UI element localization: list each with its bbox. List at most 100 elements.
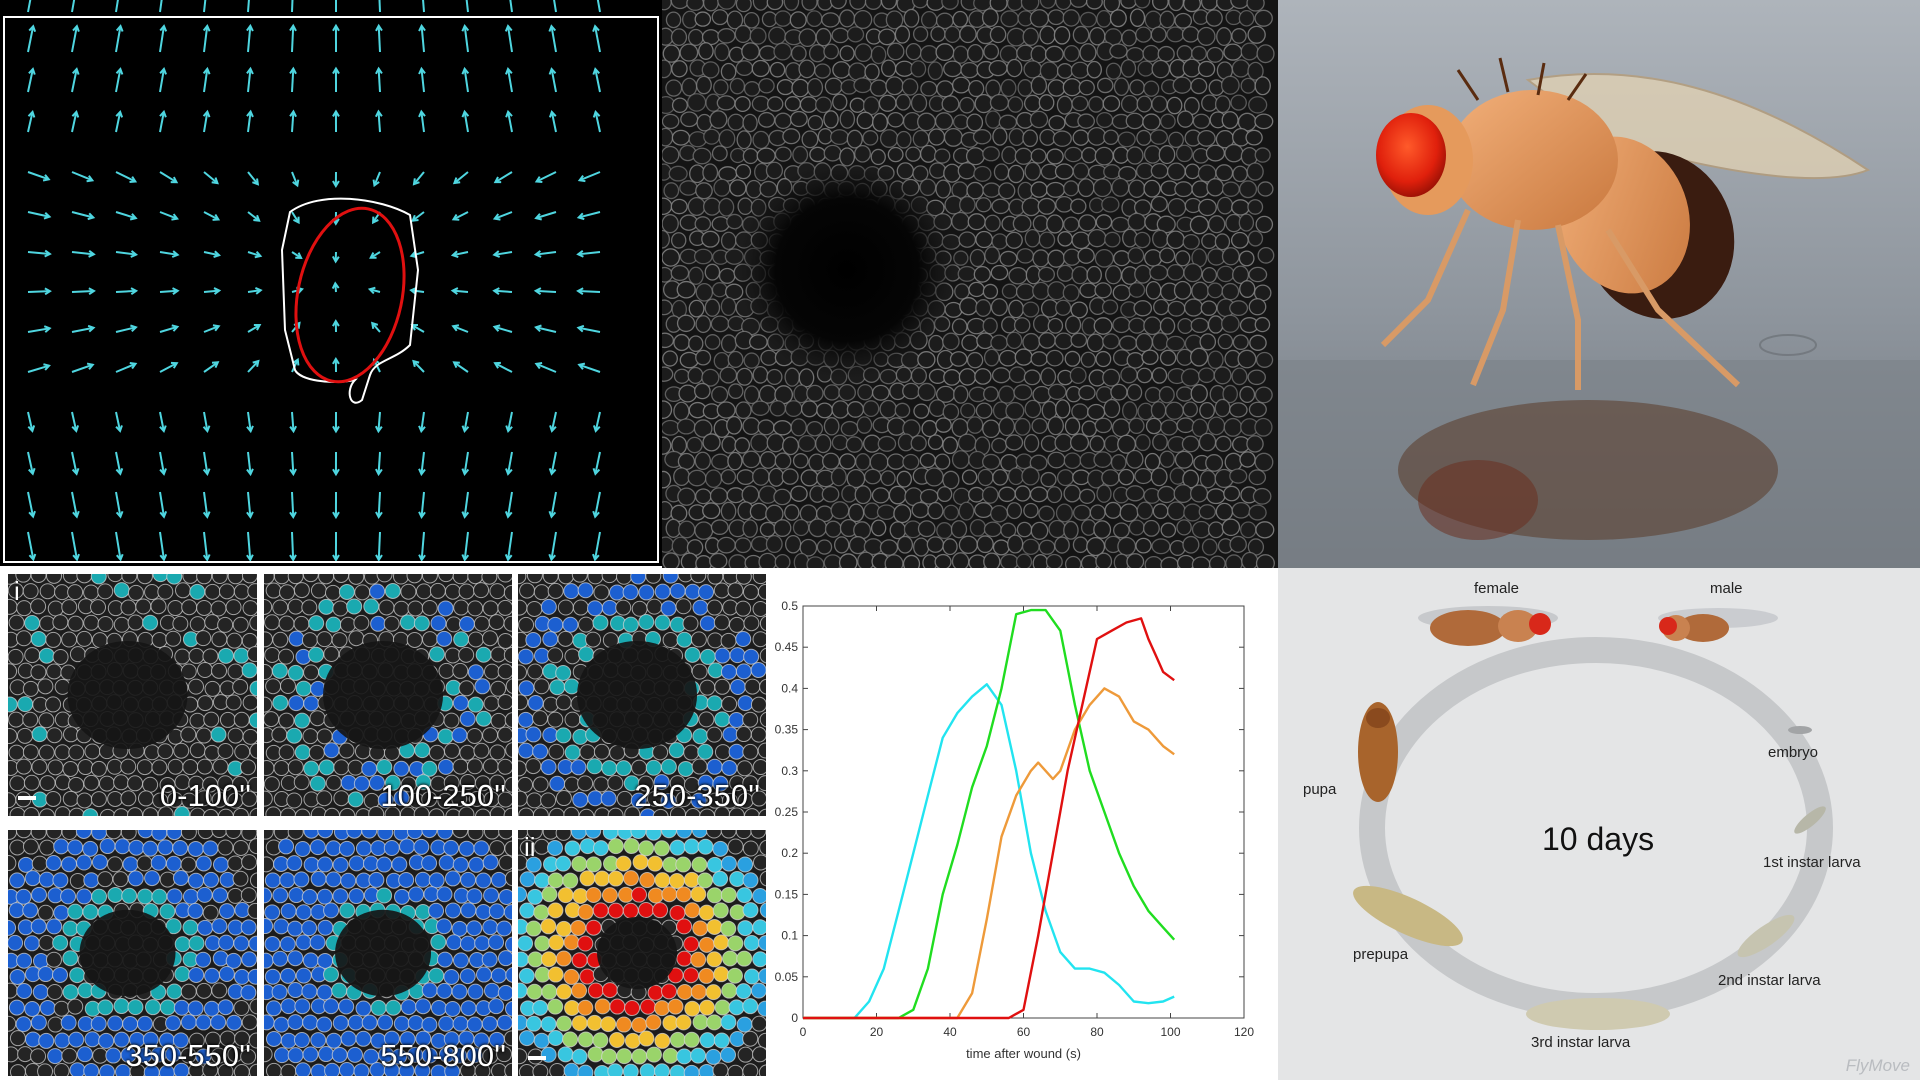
- vector-arrow: [291, 531, 295, 561]
- epithelial-cell: [1189, 215, 1209, 235]
- vector-arrow: [412, 360, 425, 373]
- cell: [706, 918, 723, 935]
- arrow-head: [461, 511, 470, 519]
- x-tick-label: 0: [800, 1025, 807, 1039]
- cell: [173, 742, 190, 759]
- epithelial-cell: [1254, 452, 1274, 472]
- arrow-head: [461, 425, 470, 434]
- epithelial-cell: [806, 384, 824, 402]
- epithelial-cell: [885, 76, 904, 96]
- epithelial-cell: [814, 63, 831, 79]
- epithelial-cell: [799, 538, 818, 557]
- y-tick-label: 0.15: [775, 887, 799, 901]
- cell: [338, 583, 355, 600]
- epithelial-cell: [1136, 129, 1152, 146]
- cell: [720, 886, 737, 903]
- epithelial-cell: [1208, 555, 1226, 568]
- cell: [706, 758, 723, 775]
- cell: [107, 1015, 124, 1032]
- epithelial-cell: [1054, 433, 1073, 453]
- epithelial-cell: [864, 63, 880, 81]
- cell: [218, 934, 235, 951]
- cell: [735, 631, 752, 648]
- cell: [654, 1000, 671, 1017]
- cell: [24, 870, 41, 887]
- cell: [622, 616, 639, 633]
- cell: [293, 871, 310, 888]
- cell: [549, 1062, 566, 1076]
- cell: [459, 710, 476, 727]
- epithelial-cell: [716, 401, 736, 419]
- epithelial-cell: [1223, 43, 1243, 61]
- epithelial-cell: [1117, 536, 1137, 556]
- epithelial-cell: [824, 77, 843, 96]
- cell: [9, 1064, 26, 1076]
- vector-arrow: [27, 68, 34, 93]
- cell: [661, 886, 678, 903]
- epithelial-cell: [728, 554, 747, 568]
- epithelial-cell: [670, 28, 688, 47]
- epithelial-cell: [1030, 75, 1048, 96]
- cell: [735, 663, 752, 680]
- cell: [720, 920, 737, 937]
- epithelial-cell: [959, 297, 978, 316]
- cell: [280, 1063, 297, 1076]
- cell: [497, 758, 512, 775]
- cell: [247, 776, 257, 793]
- cell: [721, 696, 738, 713]
- cell: [564, 744, 581, 761]
- epithelial-cell: [671, 129, 691, 146]
- vector-arrow: [507, 111, 513, 133]
- epithelial-cell: [1189, 484, 1209, 503]
- epithelial-cell: [884, 554, 904, 568]
- epithelial-cell: [1207, 282, 1224, 299]
- cell: [452, 574, 469, 585]
- epithelial-cell: [687, 93, 707, 112]
- cell: [279, 872, 296, 889]
- cell: [31, 758, 48, 775]
- epithelial-cell: [741, 485, 760, 504]
- epithelial-cell: [800, 469, 819, 487]
- epithelial-cell: [800, 400, 819, 418]
- cell: [414, 742, 431, 759]
- cell: [383, 840, 400, 857]
- arrow-head: [332, 180, 340, 188]
- epithelial-cell: [765, 534, 783, 554]
- cell: [8, 1015, 17, 1032]
- epithelial-cell: [862, 130, 879, 146]
- epithelial-cell: [1151, 59, 1170, 79]
- epithelial-cell: [1063, 180, 1080, 197]
- cell: [210, 600, 227, 617]
- cell: [453, 631, 470, 648]
- arrow-head: [28, 467, 36, 476]
- y-tick-label: 0.25: [775, 805, 799, 819]
- cell: [473, 582, 490, 599]
- cell: [217, 616, 234, 633]
- cell: [332, 856, 349, 873]
- cell: [466, 888, 483, 905]
- epithelial-cell: [662, 299, 673, 316]
- cell: [750, 830, 766, 839]
- epithelial-cell: [1152, 433, 1168, 451]
- epithelial-cell: [927, 61, 944, 81]
- cell: [473, 742, 490, 759]
- cell: [157, 583, 174, 600]
- cell: [165, 855, 182, 872]
- cell: [729, 679, 746, 696]
- epithelial-cell: [743, 81, 761, 97]
- arrow-head: [372, 216, 379, 225]
- epithelial-cell: [974, 368, 992, 385]
- cell: [232, 807, 249, 816]
- cell: [527, 694, 544, 711]
- cell: [30, 664, 47, 681]
- cell: [758, 808, 766, 816]
- cell: [577, 1031, 594, 1048]
- cell: [227, 855, 244, 872]
- epithelial-cell: [985, 110, 1002, 129]
- epithelial-cell: [1182, 401, 1199, 418]
- cell: [22, 711, 39, 728]
- arrow-head: [576, 212, 585, 221]
- cell: [750, 982, 766, 999]
- epithelial-cell: [1087, 126, 1107, 146]
- epithelial-cell: [726, 10, 744, 30]
